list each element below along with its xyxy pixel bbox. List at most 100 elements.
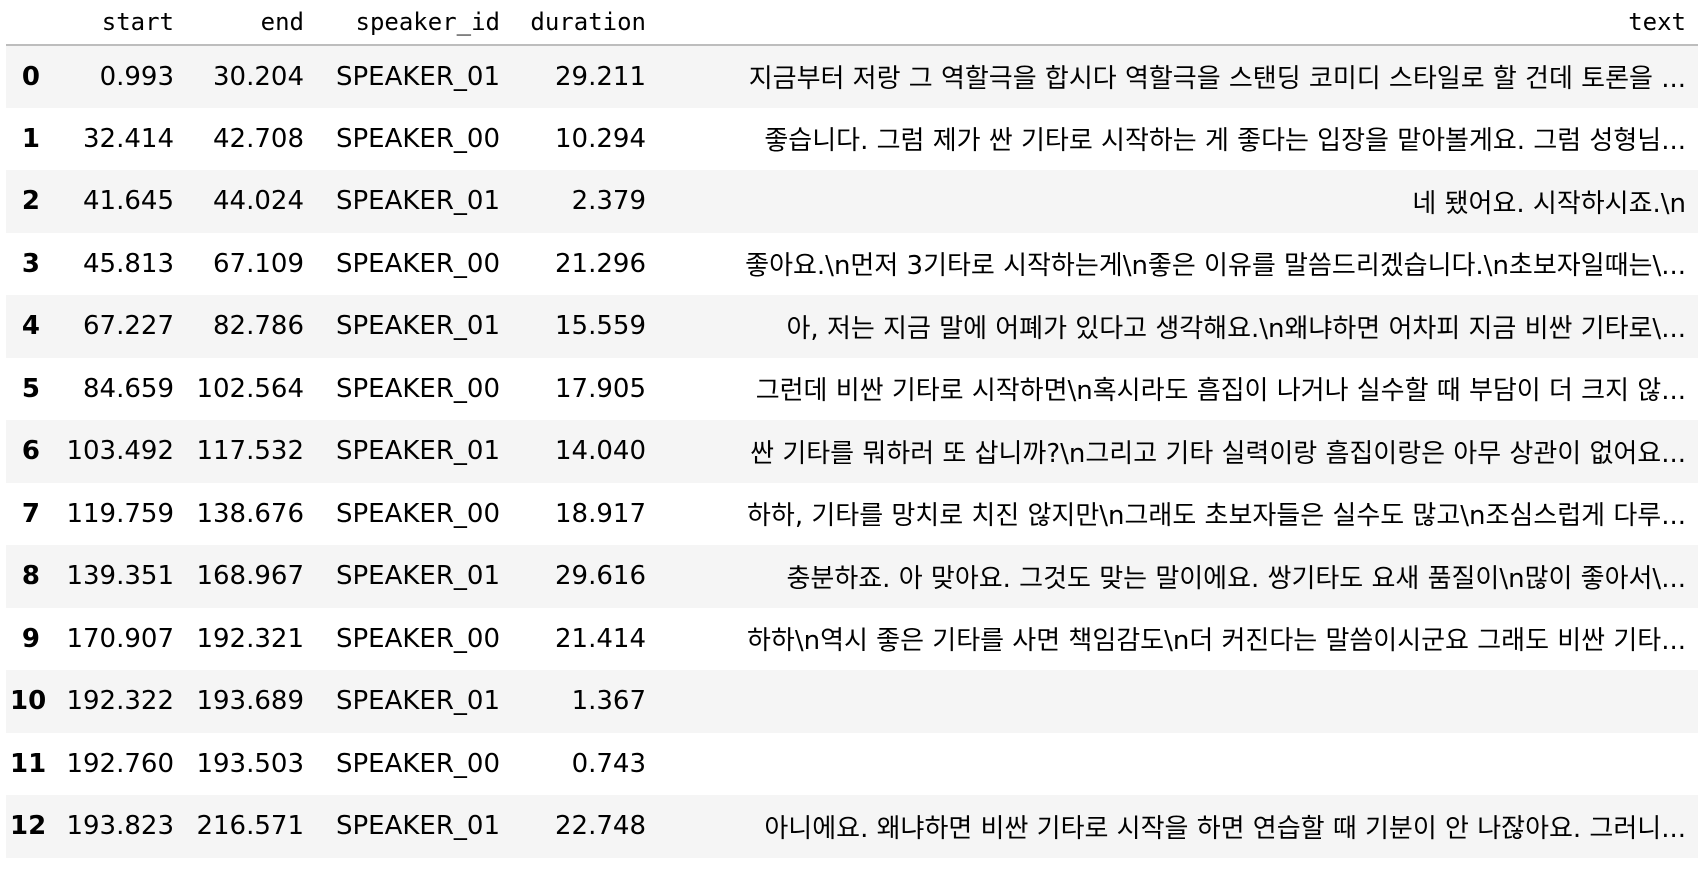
cell-duration: 1.367 <box>571 686 646 717</box>
table-row: 11 192.760 193.503 SPEAKER_00 0.743 <box>6 732 1698 796</box>
cell-speaker-id: SPEAKER_01 <box>335 811 500 842</box>
header-text: text <box>658 0 1698 46</box>
cell-end: 42.708 <box>213 123 304 154</box>
cell-start: 139.351 <box>66 561 174 592</box>
cell-start: 193.823 <box>66 811 174 842</box>
table-row: 10 192.322 193.689 SPEAKER_01 1.367 <box>6 670 1698 733</box>
cell-text: 지금부터 저랑 그 역할극을 합시다 역할극을 스탠딩 코미디 스타일로 할 건… <box>748 64 1686 95</box>
cell-start: 119.759 <box>66 498 174 529</box>
cell-start: 103.492 <box>66 436 174 467</box>
row-index: 1 <box>21 123 40 154</box>
table-row: 1 32.414 42.708 SPEAKER_00 10.294 좋습니다. … <box>6 107 1698 170</box>
cell-duration: 0.743 <box>571 748 646 779</box>
table-header: start end speaker_id duration text <box>6 0 1698 46</box>
cell-end: 30.204 <box>213 61 304 92</box>
cell-duration: 15.559 <box>555 311 646 342</box>
row-index: 10 <box>10 686 47 717</box>
cell-text: 아, 저는 지금 말에 어폐가 있다고 생각해요.\n왜냐하면 어차피 지금 비… <box>786 313 1687 344</box>
cell-text: 아니에요. 왜냐하면 비싼 기타로 시작을 하면 연습할 때 기분이 안 나잖아… <box>764 813 1686 844</box>
cell-end: 193.503 <box>196 748 304 779</box>
header-end: end <box>186 0 316 46</box>
cell-end: 192.321 <box>196 623 304 654</box>
cell-text: 하하\n역시 좋은 기타를 사면 책임감도\n더 커진다는 말씀이시군요 그래도… <box>746 626 1686 657</box>
cell-start: 192.322 <box>66 686 174 717</box>
cell-text <box>658 670 1698 733</box>
cell-duration: 10.294 <box>555 123 646 154</box>
cell-end: 67.109 <box>213 248 304 279</box>
table-body: 0 0.993 30.204 SPEAKER_01 29.211 지금부터 저랑… <box>6 45 1698 858</box>
cell-text: 충분하죠. 아 맞아요. 그것도 맞는 말이에요. 쌍기타도 요새 품질이\n많… <box>786 563 1687 594</box>
row-index: 7 <box>21 498 40 529</box>
row-index: 0 <box>21 61 40 92</box>
cell-duration: 21.414 <box>555 623 646 654</box>
cell-start: 45.813 <box>83 248 174 279</box>
cell-start: 67.227 <box>83 311 174 342</box>
table-row: 4 67.227 82.786 SPEAKER_01 15.559 아, 저는 … <box>6 295 1698 358</box>
cell-text: 좋아요.\n먼저 3기타로 시작하는게\n좋은 이유를 말씀드리겠습니다.\n초… <box>745 251 1686 282</box>
cell-speaker-id: SPEAKER_00 <box>335 123 500 154</box>
cell-duration: 2.379 <box>571 186 646 217</box>
table-row: 3 45.813 67.109 SPEAKER_00 21.296 좋아요.\n… <box>6 232 1698 295</box>
cell-text: 하하, 기타를 망치로 치진 않지만\n그래도 초보자들은 실수도 많고\n조심… <box>746 501 1686 532</box>
row-index: 8 <box>21 561 40 592</box>
header-index <box>6 0 56 46</box>
table-row: 2 41.645 44.024 SPEAKER_01 2.379 네 됐어요. … <box>6 170 1698 233</box>
cell-speaker-id: SPEAKER_00 <box>335 248 500 279</box>
row-index: 2 <box>21 186 40 217</box>
cell-duration: 21.296 <box>555 248 646 279</box>
row-index: 9 <box>21 623 40 654</box>
table-row: 5 84.659 102.564 SPEAKER_00 17.905 그런데 비… <box>6 357 1698 420</box>
cell-end: 117.532 <box>196 436 304 467</box>
cell-speaker-id: SPEAKER_01 <box>335 436 500 467</box>
cell-duration: 18.917 <box>555 498 646 529</box>
table-row: 8 139.351 168.967 SPEAKER_01 29.616 충분하죠… <box>6 545 1698 608</box>
header-speaker-id: speaker_id <box>316 0 512 46</box>
cell-start: 192.760 <box>66 748 174 779</box>
cell-speaker-id: SPEAKER_00 <box>335 373 500 404</box>
cell-start: 41.645 <box>83 186 174 217</box>
table-row: 6 103.492 117.532 SPEAKER_01 14.040 싼 기타… <box>6 420 1698 483</box>
table-row: 9 170.907 192.321 SPEAKER_00 21.414 하하\n… <box>6 607 1698 670</box>
cell-start: 170.907 <box>66 623 174 654</box>
header-duration: duration <box>512 0 658 46</box>
row-index: 11 <box>10 748 47 779</box>
cell-speaker-id: SPEAKER_01 <box>335 686 500 717</box>
row-index: 3 <box>21 248 40 279</box>
cell-duration: 29.211 <box>555 61 646 92</box>
cell-text <box>658 733 1698 796</box>
cell-speaker-id: SPEAKER_01 <box>335 61 500 92</box>
cell-start: 0.993 <box>99 61 174 92</box>
table-row: 0 0.993 30.204 SPEAKER_01 29.211 지금부터 저랑… <box>6 45 1698 108</box>
cell-speaker-id: SPEAKER_00 <box>335 498 500 529</box>
row-index: 6 <box>21 436 40 467</box>
cell-end: 102.564 <box>196 373 304 404</box>
cell-end: 82.786 <box>213 311 304 342</box>
table-row: 7 119.759 138.676 SPEAKER_00 18.917 하하, … <box>6 482 1698 545</box>
cell-speaker-id: SPEAKER_00 <box>335 748 500 779</box>
cell-start: 84.659 <box>83 373 174 404</box>
cell-text: 좋습니다. 그럼 제가 싼 기타로 시작하는 게 좋다는 입장을 맡아볼게요. … <box>764 126 1686 157</box>
cell-end: 44.024 <box>213 186 304 217</box>
cell-start: 32.414 <box>83 123 174 154</box>
cell-duration: 22.748 <box>555 811 646 842</box>
cell-end: 216.571 <box>196 811 304 842</box>
header-start: start <box>56 0 186 46</box>
cell-speaker-id: SPEAKER_01 <box>335 311 500 342</box>
row-index: 12 <box>10 811 47 842</box>
cell-end: 168.967 <box>196 561 304 592</box>
dataframe-table: start end speaker_id duration text 0 0.9… <box>6 0 1698 858</box>
cell-speaker-id: SPEAKER_00 <box>335 623 500 654</box>
cell-speaker-id: SPEAKER_01 <box>335 186 500 217</box>
cell-duration: 29.616 <box>555 561 646 592</box>
cell-text: 그런데 비싼 기타로 시작하면\n혹시라도 흠집이 나거나 실수할 때 부담이 … <box>755 376 1686 407</box>
cell-text: 네 됐어요. 시작하시죠.\n <box>1412 188 1686 219</box>
row-index: 5 <box>21 373 40 404</box>
row-index: 4 <box>21 311 40 342</box>
cell-duration: 14.040 <box>555 436 646 467</box>
cell-text: 싼 기타를 뭐하러 또 삽니까?\n그리고 기타 실력이랑 흠집이랑은 아무 상… <box>750 438 1686 469</box>
header-row: start end speaker_id duration text <box>6 0 1698 46</box>
cell-speaker-id: SPEAKER_01 <box>335 561 500 592</box>
cell-end: 138.676 <box>196 498 304 529</box>
table-row: 12 193.823 216.571 SPEAKER_01 22.748 아니에… <box>6 795 1698 858</box>
